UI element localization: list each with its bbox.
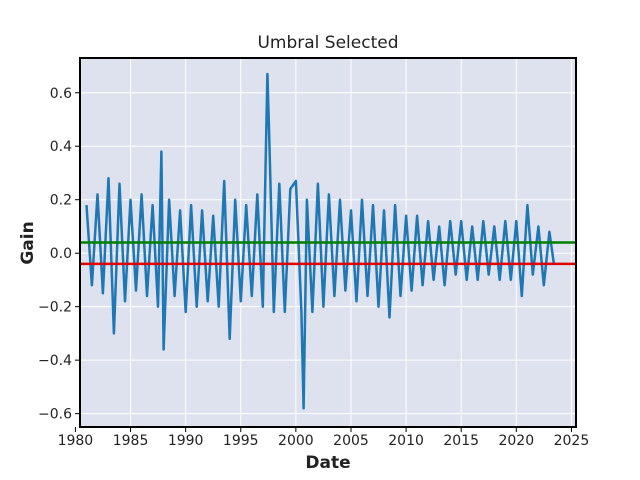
- y-tick-label: 0.2: [50, 193, 72, 209]
- y-tick-label: 0.4: [50, 139, 72, 155]
- x-tick-label: 2020: [498, 433, 534, 449]
- x-ticks: 1980 1985 1990 1995 2000 2005 2010 2015 2020 2025: [58, 427, 590, 449]
- x-tick-label: 1980: [58, 433, 94, 449]
- chart-title: Umbral Selected: [257, 33, 398, 53]
- plot-frame: [79, 57, 577, 428]
- data-layer: [80, 72, 576, 410]
- series-line: [85, 72, 556, 410]
- y-ticks: −0.6 −0.4 −0.2 0.0 0.2 0.4 0.6: [38, 86, 80, 423]
- x-tick-label: 1995: [223, 433, 259, 449]
- y-axis-label: Gain: [18, 221, 38, 264]
- x-tick-label: 2000: [278, 433, 314, 449]
- x-tick-label: 1985: [113, 433, 149, 449]
- x-tick-label: 1990: [168, 433, 204, 449]
- y-tick-label: −0.2: [38, 300, 72, 316]
- x-tick-label: 2010: [388, 433, 424, 449]
- x-tick-label: 2025: [554, 433, 590, 449]
- x-tick-label: 2005: [333, 433, 369, 449]
- y-tick-label: 0.0: [50, 246, 72, 262]
- x-axis-label: Date: [305, 453, 350, 473]
- x-tick-label: 2015: [443, 433, 479, 449]
- y-tick-label: −0.4: [38, 353, 72, 369]
- y-tick-label: −0.6: [38, 407, 72, 423]
- y-tick-label: 0.6: [50, 86, 72, 102]
